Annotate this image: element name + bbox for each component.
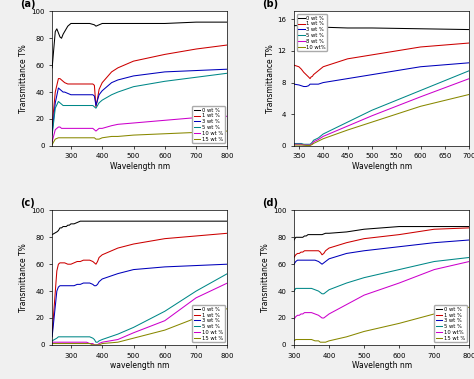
Text: (d): (d) — [263, 198, 278, 208]
Legend: 0 wt %, 1 wt %, 3 wt %, 5 wt %, 10 wt %, 15 wt %: 0 wt %, 1 wt %, 3 wt %, 5 wt %, 10 wt %,… — [192, 106, 225, 143]
Legend: 0 wt %, 1 wt %, 3 wt %, 5 wt %, 10 wt %, 15 wt %: 0 wt %, 1 wt %, 3 wt %, 5 wt %, 10 wt %,… — [192, 305, 225, 342]
Y-axis label: Transmittance T%: Transmittance T% — [265, 44, 274, 113]
Text: (c): (c) — [20, 198, 36, 208]
Y-axis label: Transmittance T%: Transmittance T% — [261, 243, 270, 312]
Y-axis label: Transmittance T%: Transmittance T% — [19, 243, 28, 312]
Legend: 0 wt %, 1 wt %, 3 wt %, 5 wt %, 10 wt%, 15 wt %: 0 wt %, 1 wt %, 3 wt %, 5 wt %, 10 wt%, … — [434, 305, 466, 342]
X-axis label: Wavelength nm: Wavelength nm — [352, 361, 412, 370]
Legend: 0 wt %, 1 wt %, 3 wt %, 5 wt %, 8 wt %, 10 wt%: 0 wt %, 1 wt %, 3 wt %, 5 wt %, 8 wt %, … — [297, 14, 328, 51]
Y-axis label: Transmittance T%: Transmittance T% — [19, 44, 28, 113]
X-axis label: wavelength nm: wavelength nm — [110, 361, 170, 370]
X-axis label: Wavelength nm: Wavelength nm — [109, 162, 170, 171]
X-axis label: Wavelength nm: Wavelength nm — [352, 162, 412, 171]
Text: (b): (b) — [263, 0, 279, 9]
Text: (a): (a) — [20, 0, 36, 9]
